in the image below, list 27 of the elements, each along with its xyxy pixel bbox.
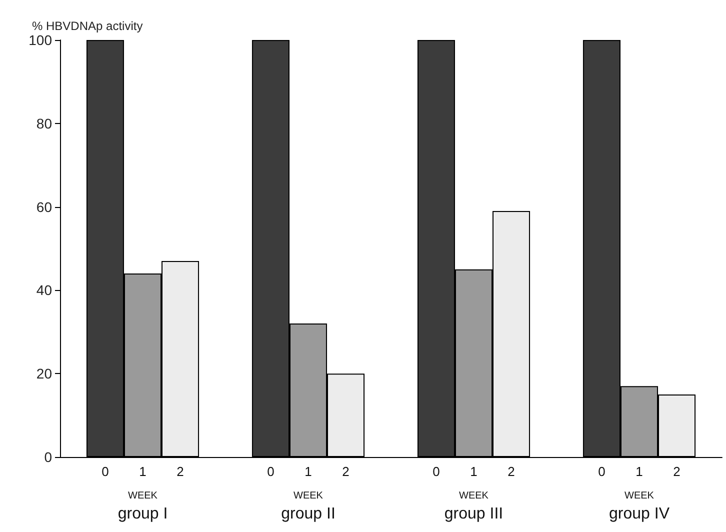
text: 1 xyxy=(304,464,312,479)
text: 2 xyxy=(342,464,350,479)
series-label: 1 xyxy=(139,464,146,479)
series-label: 0 xyxy=(102,464,109,479)
y-tick-label: 100 xyxy=(28,32,52,48)
text: 1 xyxy=(636,464,643,479)
text: 2 xyxy=(673,464,680,479)
y-tick-label: 60 xyxy=(36,198,52,215)
text: WEEK xyxy=(459,490,489,502)
text: WEEK xyxy=(294,490,324,502)
text: WEEK xyxy=(624,490,654,502)
text: 2 xyxy=(508,464,515,479)
text: 1 xyxy=(470,464,478,479)
y-tick-label: 0 xyxy=(44,449,52,465)
x-tick-label: group IV xyxy=(609,506,670,522)
text: 0 xyxy=(267,464,274,479)
y-axis-title: % HBVDNAp activity xyxy=(32,19,143,33)
x-tick-label: group I xyxy=(118,506,168,522)
text: WEEK xyxy=(128,490,158,502)
x-tick-label: group II xyxy=(281,506,336,522)
text: 0 xyxy=(432,464,440,479)
y-tick-label: 40 xyxy=(36,282,52,298)
y-tick-label: 80 xyxy=(36,115,52,132)
y-tick-label: 20 xyxy=(36,366,52,382)
x-tick-label: group III xyxy=(444,506,504,522)
series-label: 2 xyxy=(176,464,184,479)
text: 0 xyxy=(598,464,606,479)
